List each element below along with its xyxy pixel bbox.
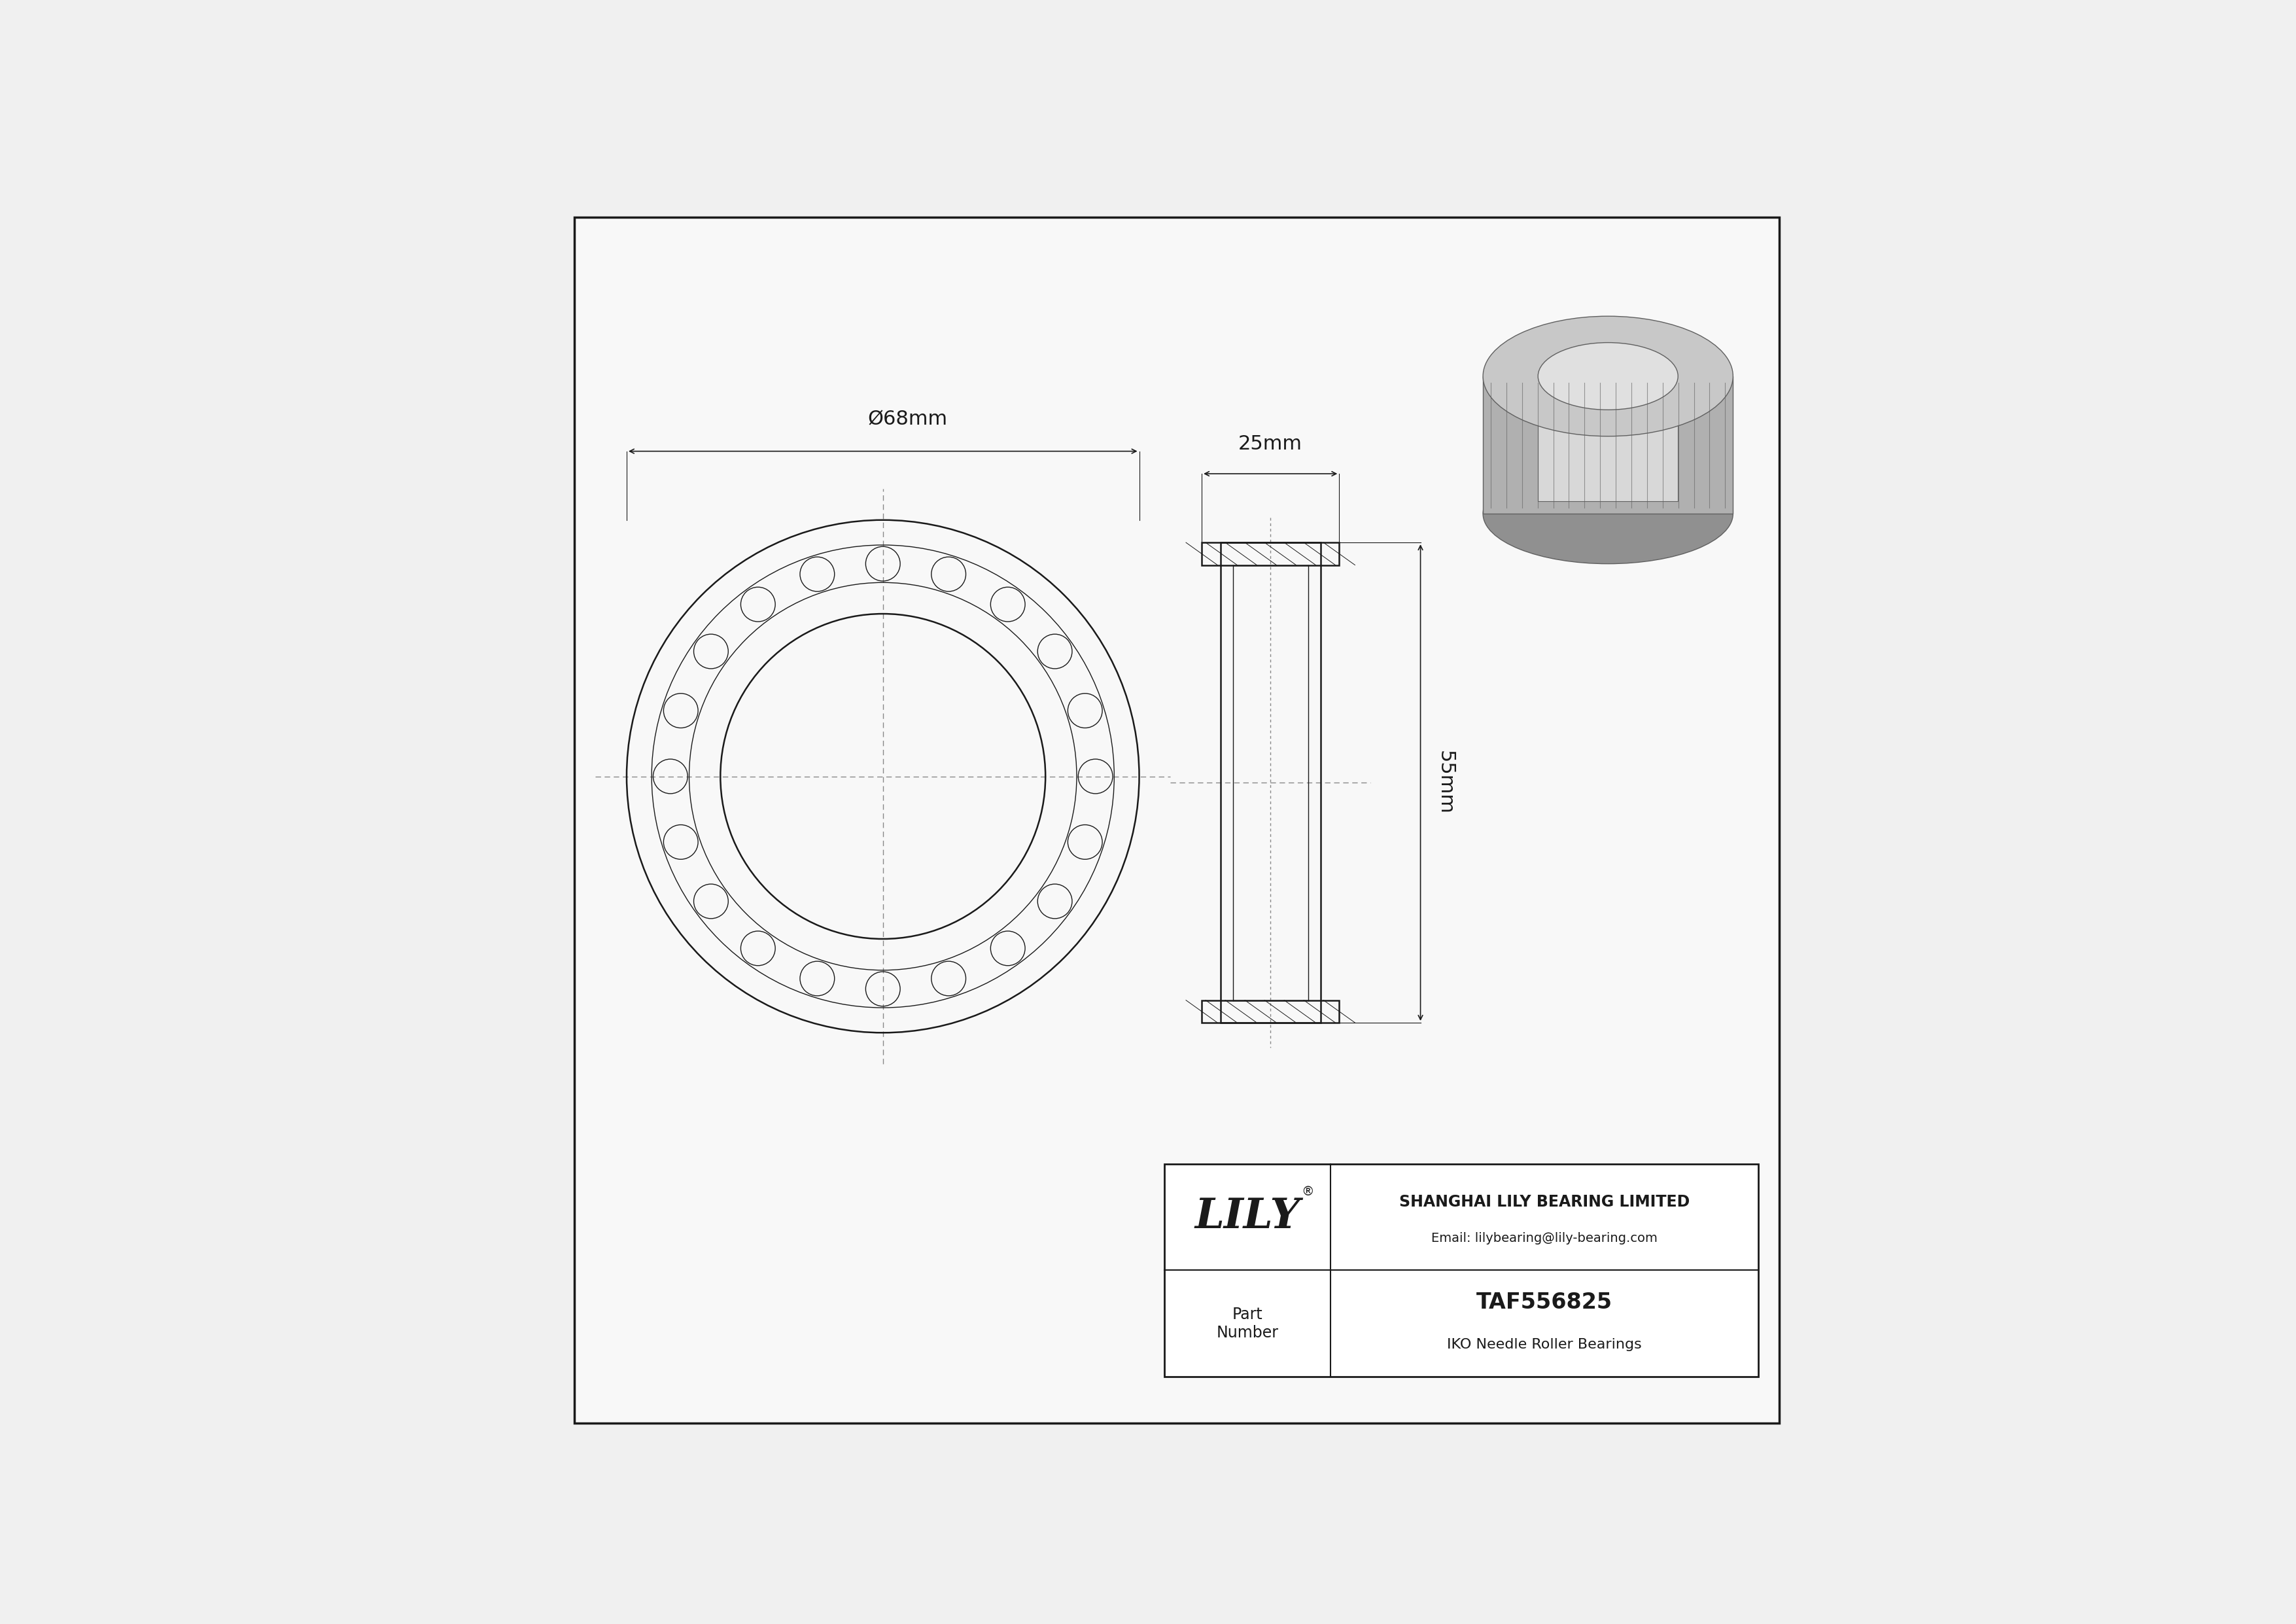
Ellipse shape [1538, 343, 1678, 409]
Polygon shape [1538, 377, 1678, 502]
Ellipse shape [1483, 317, 1733, 437]
FancyBboxPatch shape [574, 218, 1779, 1423]
Bar [1164, 1164, 1759, 1377]
Ellipse shape [1483, 464, 1733, 564]
Polygon shape [1483, 377, 1733, 513]
Text: Email: lilybearing@lily-bearing.com: Email: lilybearing@lily-bearing.com [1430, 1233, 1658, 1244]
Text: TAF556825: TAF556825 [1476, 1291, 1612, 1312]
Text: SHANGHAI LILY BEARING LIMITED: SHANGHAI LILY BEARING LIMITED [1398, 1194, 1690, 1210]
Bar [1164, 1164, 1759, 1377]
Text: 55mm: 55mm [1435, 750, 1453, 815]
Text: LILY: LILY [1194, 1197, 1300, 1237]
Bar [1201, 1000, 1339, 1023]
Text: Ø68mm: Ø68mm [868, 409, 948, 429]
Text: ®: ® [1302, 1186, 1313, 1199]
Text: Part
Number: Part Number [1217, 1306, 1279, 1340]
Text: IKO Needle Roller Bearings: IKO Needle Roller Bearings [1446, 1338, 1642, 1351]
Bar [1221, 542, 1320, 1023]
Text: 25mm: 25mm [1238, 435, 1302, 453]
Bar [1201, 542, 1339, 565]
